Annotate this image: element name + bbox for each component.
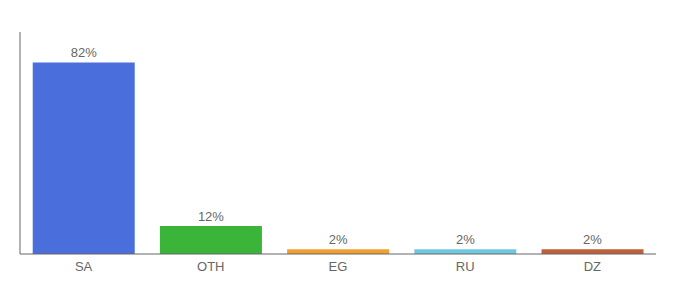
svg-text:82%: 82% xyxy=(71,45,97,60)
svg-text:RU: RU xyxy=(456,259,475,274)
svg-text:EG: EG xyxy=(329,259,348,274)
svg-text:12%: 12% xyxy=(198,209,224,224)
svg-text:OTH: OTH xyxy=(197,259,224,274)
svg-text:2%: 2% xyxy=(329,232,348,247)
svg-text:SA: SA xyxy=(75,259,93,274)
svg-text:2%: 2% xyxy=(456,232,475,247)
svg-text:DZ: DZ xyxy=(584,259,601,274)
svg-text:2%: 2% xyxy=(583,232,602,247)
